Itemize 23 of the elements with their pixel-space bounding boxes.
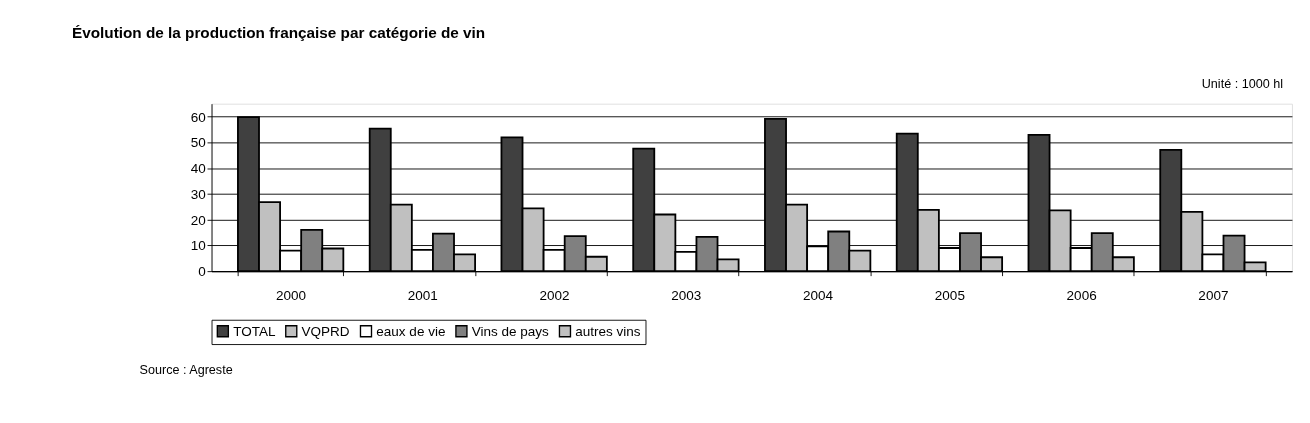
y-tick-label: 50 bbox=[190, 135, 206, 151]
source-note: Source : Agreste bbox=[139, 362, 233, 377]
x-tick-label: 2005 bbox=[934, 287, 965, 303]
y-tick-label: 40 bbox=[190, 161, 206, 177]
y-tick-label: 10 bbox=[190, 238, 206, 254]
x-tick-label: 2001 bbox=[407, 287, 438, 303]
legend-label: VQPRD bbox=[301, 323, 350, 339]
x-tick-label: 2003 bbox=[671, 287, 702, 303]
text: Unité : 1000 hl bbox=[1201, 76, 1283, 91]
y-tick-label: 30 bbox=[190, 186, 206, 202]
legend-label: autres vins bbox=[575, 323, 641, 339]
x-tick-label: 2004 bbox=[803, 287, 834, 303]
y-tick-label: 60 bbox=[190, 109, 206, 125]
x-tick-label: 2006 bbox=[1066, 287, 1097, 303]
chart-title: Évolution de la production française par catégorie de vin bbox=[72, 23, 486, 41]
legend-label: eaux de vie bbox=[376, 323, 446, 339]
x-tick-label: 2007 bbox=[1198, 287, 1229, 303]
legend-label: Vins de pays bbox=[471, 323, 550, 339]
x-tick-label: 2000 bbox=[276, 287, 307, 303]
legend-label: TOTAL bbox=[233, 323, 276, 339]
x-tick-label: 2002 bbox=[539, 287, 570, 303]
y-tick-label: 20 bbox=[190, 212, 206, 228]
y-tick-label: 0 bbox=[198, 264, 206, 280]
